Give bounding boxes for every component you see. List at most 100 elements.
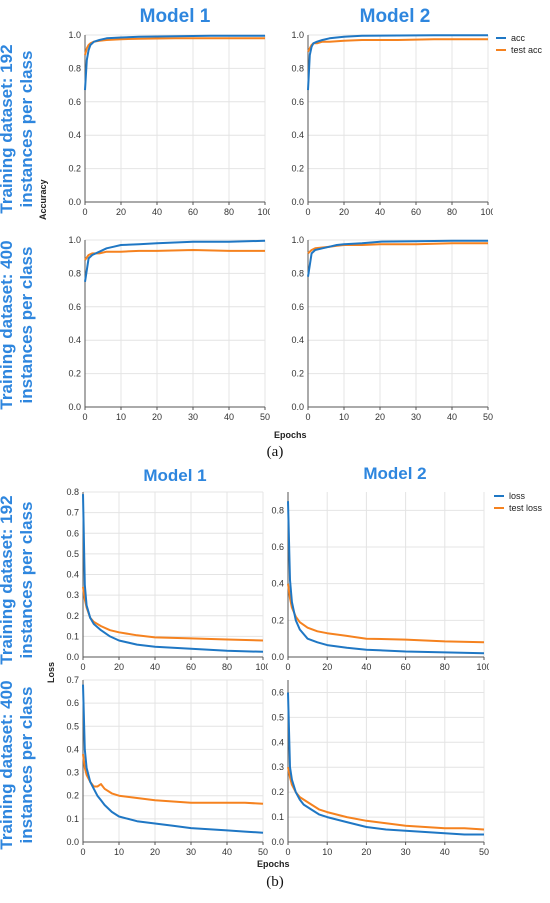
legend-item: loss <box>494 490 542 502</box>
row-label-400: Training dataset: 400 instances per clas… <box>0 235 43 415</box>
x-tick-label: 0 <box>80 847 85 857</box>
y-tick-label: 0.8 <box>271 505 284 515</box>
y-tick-label: 1.0 <box>68 30 81 40</box>
y-tick-label: 0.6 <box>271 542 284 552</box>
series-line-acc <box>84 34 266 91</box>
y-tick-label: 0.4 <box>291 335 304 345</box>
y-tick-label: 0.2 <box>291 369 304 379</box>
y-tick-label: 0.2 <box>271 615 284 625</box>
y-tick-label: 1.0 <box>291 235 304 245</box>
y-tick-label: 0.0 <box>66 837 79 847</box>
legend-label: loss <box>509 491 526 501</box>
x-tick-label: 0 <box>305 207 310 217</box>
y-tick-label: 0.7 <box>66 508 79 518</box>
y-tick-label: 0.8 <box>68 268 81 278</box>
chart-b-m1-400: 0.0 0.1 0.2 0.3 0.4 0.5 0.6 0.7 0 10 20 30 40 50 <box>66 675 268 857</box>
x-tick-label: 10 <box>339 412 349 422</box>
x-tick-label: 40 <box>447 412 457 422</box>
y-tick-label: 0.2 <box>291 164 304 174</box>
series-line-loss <box>287 692 484 836</box>
model-1-title: Model 1 <box>143 466 207 485</box>
y-tick-label: 0.1 <box>66 814 79 824</box>
y-tick-label: 0.0 <box>66 652 79 662</box>
x-tick-label: 40 <box>150 662 160 672</box>
x-tick-label: 50 <box>483 412 493 422</box>
y-tick-label: 0.2 <box>66 611 79 621</box>
y-tick-label: 0.6 <box>66 528 79 538</box>
series-line-loss <box>82 684 264 834</box>
row-label-192: Training dataset: 192 instances per clas… <box>0 39 43 219</box>
x-tick-label: 80 <box>440 662 450 672</box>
x-tick-label: 60 <box>401 662 411 672</box>
x-tick-label: 20 <box>339 207 349 217</box>
y-tick-label: 0.0 <box>291 197 304 207</box>
y-tick-label: 0.3 <box>271 762 284 772</box>
x-tick-label: 30 <box>186 847 196 857</box>
x-tick-label: 30 <box>401 847 411 857</box>
y-tick-label: 0.6 <box>291 302 304 312</box>
x-tick-label: 10 <box>322 847 332 857</box>
legend-item: acc <box>496 32 542 44</box>
row-label-192: Training dataset: 192 instances per clas… <box>0 490 43 670</box>
x-axis-word: Epochs <box>274 430 307 440</box>
y-tick-label: 0.0 <box>68 402 81 412</box>
y-tick-label: 1.0 <box>68 235 81 245</box>
legend-label: acc <box>511 33 526 43</box>
x-tick-label: 40 <box>375 207 385 217</box>
y-tick-label: 0.5 <box>66 549 79 559</box>
series-line-loss <box>287 501 485 655</box>
legend-label: test acc <box>511 45 543 55</box>
series-line-acc <box>84 239 266 282</box>
x-tick-label: 40 <box>224 412 234 422</box>
legend-label: test loss <box>509 503 543 513</box>
y-tick-label: 0.2 <box>68 164 81 174</box>
y-tick-label: 0.4 <box>68 335 81 345</box>
y-tick-label: 0.8 <box>291 268 304 278</box>
x-tick-label: 0 <box>305 412 310 422</box>
legend-item: test acc <box>496 44 542 56</box>
chart-a-m1-400: 0.0 0.2 0.4 0.6 0.8 1.0 0 10 20 30 40 50 <box>68 235 270 422</box>
row-label-line-2: instances per class <box>16 50 36 208</box>
series-line-acc <box>307 239 489 277</box>
model-1-title: Model 1 <box>139 6 211 27</box>
series-line-test-loss <box>287 767 485 831</box>
legend-swatch <box>496 49 506 51</box>
x-tick-label: 50 <box>260 412 270 422</box>
chart-a-m2-192: 0.0 0.2 0.4 0.6 0.8 1.0 0 20 40 60 80 100 <box>291 30 493 217</box>
x-tick-label: 60 <box>186 662 196 672</box>
legend-item: test loss <box>494 502 542 514</box>
x-tick-label: 0 <box>82 412 87 422</box>
y-tick-label: 0.6 <box>68 97 81 107</box>
chart-b-m2-400: 0.0 0.1 0.2 0.3 0.4 0.5 0.6 0 10 20 30 40 50 <box>271 680 489 857</box>
x-tick-label: 100 <box>480 207 493 217</box>
series-line-test-loss <box>82 753 264 805</box>
y-tick-label: 0.4 <box>271 579 284 589</box>
x-tick-label: 0 <box>285 847 290 857</box>
y-tick-label: 0.6 <box>291 97 304 107</box>
series-line-test-acc <box>84 37 265 56</box>
row-label-400: Training dataset: 400 instances per clas… <box>0 675 43 855</box>
row-label-line-1: Training dataset: 400 <box>0 680 16 850</box>
legend-a: acc test acc <box>496 32 542 56</box>
row-label-line-2: instances per class <box>16 686 36 844</box>
y-tick-label: 0.2 <box>271 787 284 797</box>
x-tick-label: 20 <box>322 662 332 672</box>
legend-swatch <box>496 37 506 39</box>
y-tick-label: 0.4 <box>271 737 284 747</box>
y-tick-label: 0.4 <box>291 130 304 140</box>
y-tick-label: 0.1 <box>271 812 284 822</box>
panel-a-caption: (a) <box>266 444 284 460</box>
y-tick-label: 0.1 <box>66 631 79 641</box>
x-tick-label: 30 <box>188 412 198 422</box>
y-tick-label: 0.2 <box>66 791 79 801</box>
row-label-line-1: Training dataset: 192 <box>0 495 16 665</box>
model-2-title: Model 2 <box>363 464 427 483</box>
y-tick-label: 0.3 <box>66 590 79 600</box>
model-2-title: Model 2 <box>359 6 431 27</box>
x-tick-label: 50 <box>258 847 268 857</box>
x-tick-label: 100 <box>255 662 268 672</box>
row-label-line-2: instances per class <box>16 246 36 404</box>
y-tick-label: 0.0 <box>68 197 81 207</box>
chart-b-m1-192: 0.0 0.1 0.2 0.3 0.4 0.5 0.6 0.7 0.8 0 20 40 60 80 100 <box>66 487 268 672</box>
y-tick-label: 0.8 <box>291 63 304 73</box>
